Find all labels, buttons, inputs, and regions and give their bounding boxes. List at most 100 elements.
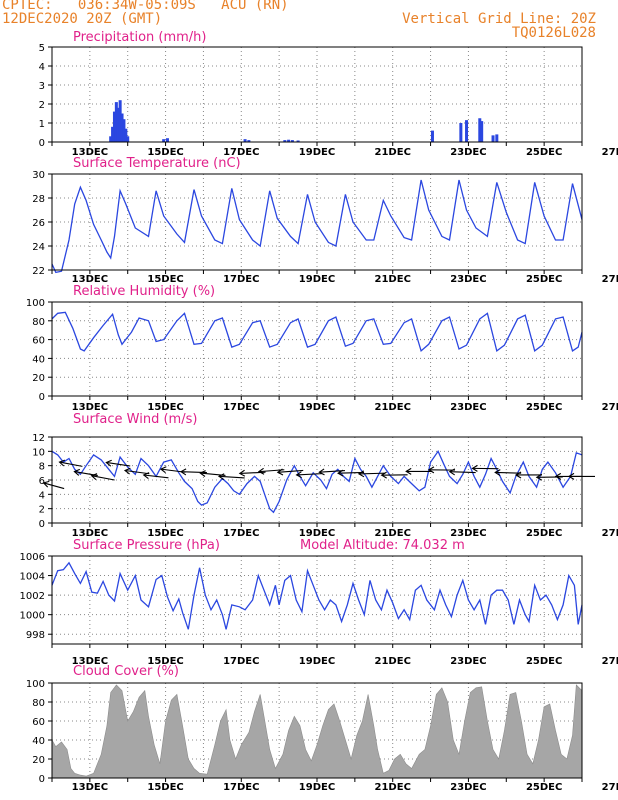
y-tick-label: 5 [39,43,45,54]
wind-arrow-head [276,468,284,476]
wind-arrow [380,471,408,479]
precip-bar [243,139,247,142]
y-tick-label: 0 [39,774,45,785]
wind-arrow-head [295,471,302,479]
wind-arrow-shaft [277,469,304,473]
series-line [51,179,583,274]
precip-bar [120,113,124,142]
precip-bar [287,139,291,142]
wind-arrow-shaft [143,474,169,479]
y-tick-label: 60 [32,336,45,347]
wind-arrow-head [494,469,501,477]
x-tick-label: 17DEC [223,274,259,285]
x-tick-label: 15DEC [147,656,183,667]
x-tick-label: 17DEC [223,402,259,413]
x-tick-label: 27DEC [602,656,618,667]
wind-arrow [337,469,365,477]
y-tick-label: 998 [26,630,45,641]
x-tick-label: 27DEC [602,147,618,158]
wind-arrow-head [123,467,131,475]
wind-arrow [448,468,476,476]
y-tick-label: 1002 [20,591,45,602]
x-tick-label: 15DEC [147,782,183,793]
x-tick-label: 19DEC [299,274,335,285]
x-tick-label: 13DEC [72,402,108,413]
x-tick-label: 25DEC [526,147,562,158]
y-tick-label: 1004 [20,572,45,583]
wind-arrow [318,468,345,476]
y-tick-label: 1000 [20,611,45,622]
header-datetime: 12DEC2020 20Z (GMT) [2,11,163,27]
y-tick-label: 24 [32,242,45,253]
x-tick-label: 23DEC [450,528,486,539]
y-tick-label: 1 [39,119,45,130]
panel-title: Relative Humidity (%) [73,284,215,299]
wind-arrow-head [318,468,325,476]
wind-arrow-head [159,466,167,474]
x-tick-label: 25DEC [526,656,562,667]
wind-arrow-head [471,464,478,472]
wind-arrow [42,480,65,490]
y-tick-label: 8 [39,462,45,473]
wind-arrow-shaft [218,475,245,479]
x-tick-label: 17DEC [223,782,259,793]
y-tick-label: 40 [32,354,45,365]
x-tick-label: 15DEC [147,274,183,285]
wind-arrow-head [535,473,543,481]
x-tick-label: 23DEC [450,147,486,158]
cloud-cover-area [51,684,583,779]
x-tick-label: 19DEC [299,656,335,667]
y-tick-label: 80 [32,317,45,328]
x-tick-label: 23DEC [450,656,486,667]
wind-arrow-head [357,470,365,478]
precip-bar [491,135,495,142]
y-tick-label: 28 [32,194,45,205]
panel-title: Surface Temperature (nC) [73,156,241,171]
wind-arrow-head [42,480,50,488]
precip-bar [124,128,128,142]
wind-arrow [427,466,455,474]
panel-4: Surface Wind (m/s) 0 2 4 6 8 10 12 13DEC 15DEC 17D… [32,412,618,539]
wind-arrow-head [554,472,562,480]
wind-arrow [217,473,245,481]
x-tick-label: 17DEC [223,528,259,539]
wind-arrow [535,473,563,481]
panel-title: Surface Wind (m/s) [73,412,197,427]
wind-arrow-head [514,471,522,479]
precip-bar [247,140,251,142]
panel-frame [51,436,583,524]
x-tick-label: 19DEC [299,147,335,158]
precip-bar [296,140,300,142]
wind-arrow-shaft [319,470,345,473]
wind-arrow-shaft [106,461,131,467]
panel-frame [51,173,583,271]
panel-title: Cloud Cover (%) [73,664,179,679]
wind-arrow [199,470,226,477]
x-tick-label: 13DEC [72,782,108,793]
x-tick-label: 23DEC [450,782,486,793]
panel-2: Surface Temperature (nC) 22 24 26 28 30 13DEC 1… [32,156,618,285]
wind-arrow [90,473,115,481]
y-tick-label: 20 [32,373,45,384]
x-tick-label: 15DEC [147,402,183,413]
y-tick-label: 3 [39,81,45,92]
precip-bar [111,126,115,142]
x-tick-label: 25DEC [526,402,562,413]
wind-arrow-head [142,472,150,480]
precip-bar [430,130,434,142]
y-tick-label: 0 [39,392,45,403]
wind-arrow-head [448,468,456,476]
wind-arrow-head [199,470,206,477]
wind-arrow-head [405,467,412,475]
x-tick-label: 23DEC [450,274,486,285]
panel-1: Precipitation (mm/h) 0 1 2 3 4 5 13DEC 15DEC 17DE… [39,30,618,158]
panel-frame [51,555,583,645]
y-tick-label: 100 [26,679,45,690]
x-tick-label: 17DEC [223,656,259,667]
wind-arrow-head [567,472,575,480]
wind-arrow [276,468,304,476]
x-tick-label: 15DEC [147,147,183,158]
x-tick-label: 25DEC [526,782,562,793]
y-tick-label: 10 [32,447,45,458]
